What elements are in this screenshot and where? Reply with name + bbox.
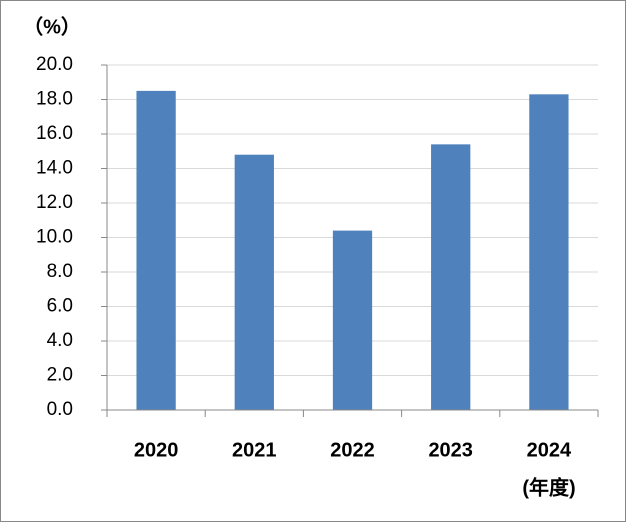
y-tick-label: 18.0 xyxy=(36,89,73,110)
y-tick-label: 10.0 xyxy=(36,227,73,248)
bar xyxy=(529,94,569,410)
y-unit-label: （%） xyxy=(23,15,81,38)
x-tick-label: 2022 xyxy=(330,439,375,461)
x-tick-label: 2023 xyxy=(428,439,473,461)
x-tick-label: 2024 xyxy=(527,439,572,461)
bar xyxy=(332,230,373,410)
y-tick-label: 4.0 xyxy=(47,330,73,351)
bar xyxy=(234,154,274,410)
y-tick-label: 20.0 xyxy=(36,54,73,75)
bar xyxy=(136,90,176,410)
bar xyxy=(431,144,471,410)
y-tick-label: 6.0 xyxy=(47,296,73,317)
y-tick-label: 14.0 xyxy=(36,158,73,179)
y-tick-label: 2.0 xyxy=(47,365,73,386)
x-tick-label: 2020 xyxy=(134,439,179,461)
x-tick-label: 2021 xyxy=(232,439,277,461)
y-tick-label: 0.0 xyxy=(47,399,73,420)
x-axis-label: (年度) xyxy=(522,475,575,499)
y-tick-label: 8.0 xyxy=(47,261,73,282)
y-tick-label: 12.0 xyxy=(36,192,73,213)
y-tick-label: 16.0 xyxy=(36,123,73,144)
